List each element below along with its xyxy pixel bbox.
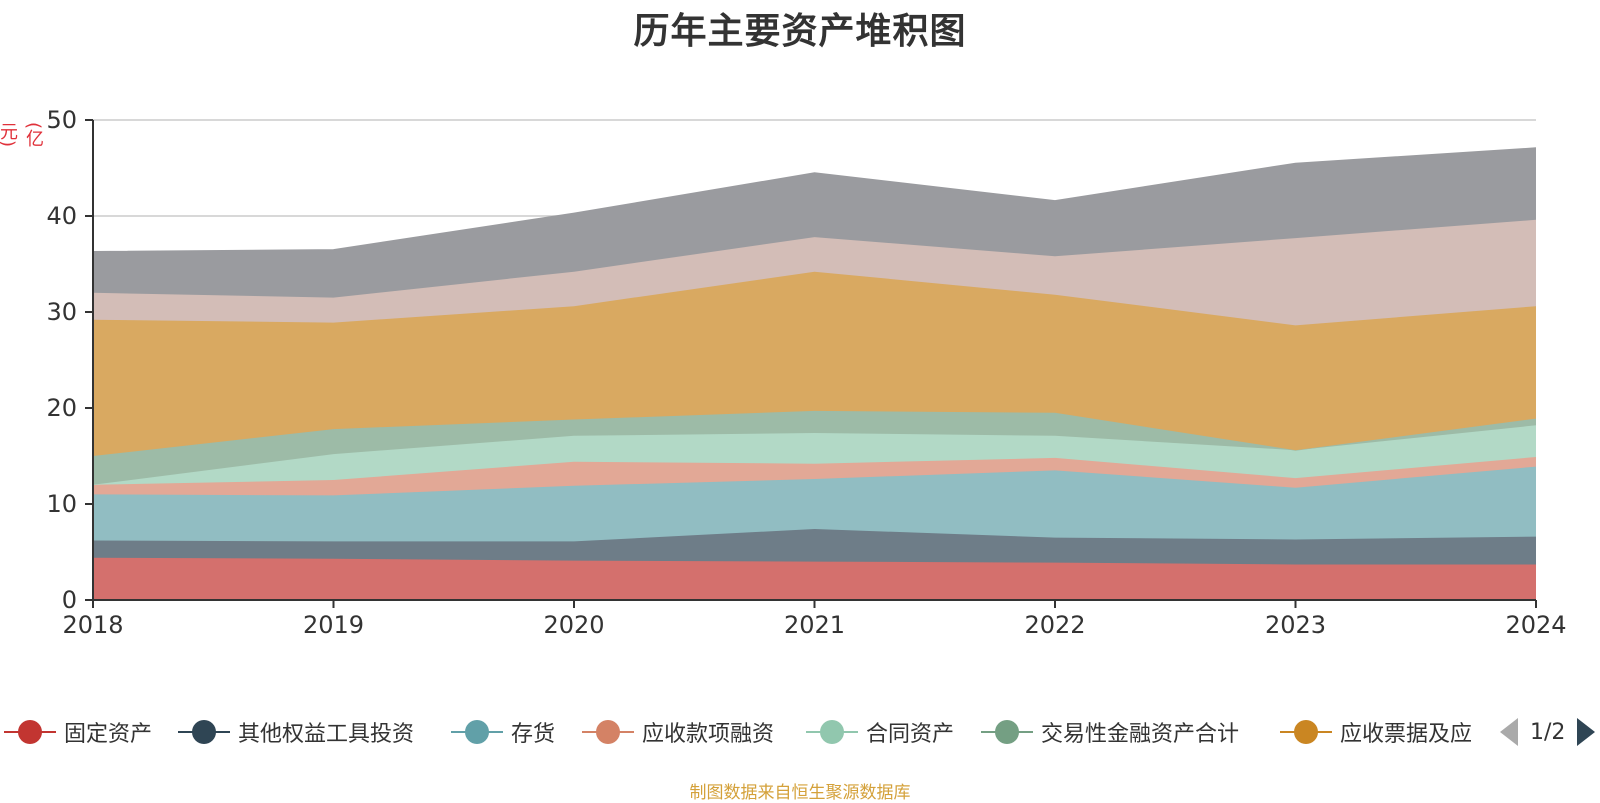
legend: 固定资产 其他权益工具投资 存货 应收款项融资 合同资产 交易性金融资产合计 应收票据及应 bbox=[0, 712, 1600, 752]
x-tick-label: 2021 bbox=[784, 611, 845, 639]
y-tick-label: 0 bbox=[62, 586, 77, 614]
legend-label: 存货 bbox=[511, 722, 556, 747]
area-series-9 bbox=[93, 147, 1536, 298]
area-series-8 bbox=[93, 219, 1536, 326]
area-series-4 bbox=[93, 457, 1536, 496]
x-tick-label: 2023 bbox=[1265, 611, 1326, 639]
legend-label: 固定资产 bbox=[64, 722, 153, 747]
x-tick-label: 2024 bbox=[1505, 611, 1566, 639]
area-series-6 bbox=[93, 410, 1536, 485]
legend-label: 交易性金融资产合计 bbox=[1041, 722, 1240, 747]
x-tick-label: 2019 bbox=[303, 611, 364, 639]
legend-page-indicator: 1/2 bbox=[1530, 719, 1566, 745]
legend-marker-icon bbox=[981, 712, 1033, 752]
legend-label: 其他权益工具投资 bbox=[238, 722, 415, 747]
axes: 0 10 20 30 40 50 2018 2019 2020 2021 2022 2023 2024 bbox=[46, 106, 1566, 639]
legend-marker-icon bbox=[1280, 712, 1332, 752]
legend-label: 应收款项融资 bbox=[642, 722, 775, 747]
area-series-7 bbox=[93, 271, 1536, 456]
x-tick-label: 2020 bbox=[543, 611, 604, 639]
legend-label: 合同资产 bbox=[866, 722, 955, 747]
y-tick-label: 40 bbox=[46, 202, 77, 230]
area-series-2 bbox=[93, 529, 1536, 565]
area-series bbox=[92, 147, 1537, 600]
y-axis-unit: (亿元) bbox=[0, 122, 44, 148]
y-tick-label: 20 bbox=[46, 394, 77, 422]
legend-pager: 1/2 bbox=[1500, 712, 1596, 752]
y-tick-label: 50 bbox=[46, 106, 77, 134]
x-tick-label: 2022 bbox=[1024, 611, 1085, 639]
legend-marker-icon bbox=[451, 712, 503, 752]
legend-prev-arrow-icon[interactable] bbox=[1500, 718, 1518, 746]
area-series-5 bbox=[93, 425, 1536, 485]
legend-marker-icon bbox=[178, 712, 230, 752]
legend-next-arrow-icon[interactable] bbox=[1577, 718, 1596, 746]
y-tick-label: 10 bbox=[46, 490, 77, 518]
area-series-1 bbox=[93, 557, 1536, 600]
legend-label: 应收票据及应 bbox=[1340, 722, 1473, 747]
chart-title: 历年主要资产堆积图 bbox=[633, 11, 967, 52]
legend-item[interactable]: 其他权益工具投资 bbox=[178, 712, 414, 752]
legend-marker-icon bbox=[4, 712, 56, 752]
series-line-9 bbox=[92, 147, 1537, 252]
legend-item[interactable]: 交易性金融资产合计 bbox=[981, 712, 1239, 752]
area-series-3 bbox=[93, 466, 1536, 542]
legend-marker-icon bbox=[806, 712, 858, 752]
legend-marker-icon bbox=[582, 712, 634, 752]
legend-item[interactable]: 合同资产 bbox=[806, 712, 954, 752]
legend-item[interactable]: 固定资产 bbox=[4, 712, 152, 752]
legend-item[interactable]: 存货 bbox=[451, 712, 555, 752]
legend-item[interactable]: 应收款项融资 bbox=[582, 712, 774, 752]
x-tick-label: 2018 bbox=[62, 611, 123, 639]
legend-item[interactable]: 应收票据及应 bbox=[1280, 712, 1472, 752]
stacked-area-chart: 0 10 20 30 40 50 2018 2019 2020 2021 2022 2023 2024 bbox=[46, 106, 1566, 639]
data-source-note: 制图数据来自恒生聚源数据库 bbox=[689, 783, 911, 803]
y-tick-label: 30 bbox=[46, 298, 77, 326]
